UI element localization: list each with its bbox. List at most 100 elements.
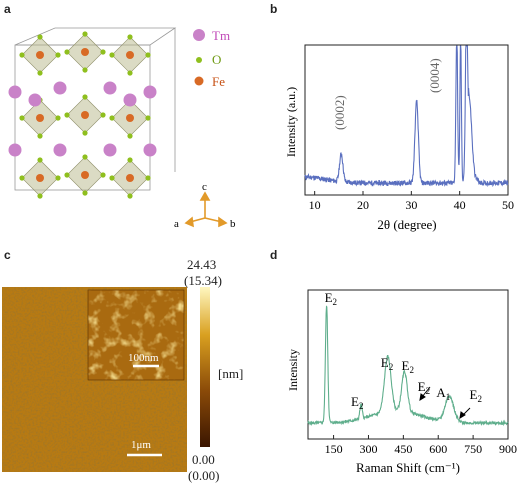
o-atom xyxy=(64,112,70,118)
xrd-tick-label: 30 xyxy=(405,198,417,212)
o-atom xyxy=(37,133,43,139)
o-atom xyxy=(37,157,43,163)
raman-tick-label: 150 xyxy=(325,442,343,456)
o-atom xyxy=(109,175,115,181)
panel-a-letter: a xyxy=(4,2,11,16)
colorbar xyxy=(200,287,210,447)
xrd-chart: 10 20 30 40 50 (0002) (0004) Intensity (a.u.… xyxy=(284,44,514,232)
o-atom xyxy=(82,154,88,160)
tm-atom xyxy=(8,85,22,99)
o-atom xyxy=(55,52,61,58)
raman-tick-label: 300 xyxy=(359,442,377,456)
o-atom xyxy=(145,175,151,181)
o-atom xyxy=(100,49,106,55)
raman-peak-label: E2 xyxy=(469,387,481,404)
fe-atom xyxy=(36,114,44,122)
colorbar-bottom-paren-label: (0.00) xyxy=(188,468,220,483)
colorbar-unit-label: [nm] xyxy=(218,366,244,381)
afm-main-scale-label: 1μm xyxy=(131,439,151,451)
colorbar-top-label: 24.43 xyxy=(187,257,217,272)
legend-tm-marker xyxy=(193,29,205,41)
o-atom xyxy=(55,175,61,181)
tm-atom xyxy=(123,93,137,107)
raman-xlabel: Raman Shift (cm⁻¹) xyxy=(356,460,460,475)
tm-atom xyxy=(143,143,157,157)
fe-atom xyxy=(126,114,134,122)
o-atom xyxy=(82,94,88,100)
tm-atom xyxy=(28,93,42,107)
legend-fe-marker xyxy=(194,76,204,86)
o-atom xyxy=(127,193,133,199)
o-atom xyxy=(82,130,88,136)
fe-atom xyxy=(126,174,134,182)
tm-atom xyxy=(103,143,117,157)
raman-arrows xyxy=(419,386,471,419)
axis-b-label: b xyxy=(230,218,236,230)
raman-peak-label: A1 xyxy=(436,385,450,402)
colorbar-bottom-label: 0.00 xyxy=(192,452,215,467)
xrd-annotation-0002: (0002) xyxy=(332,95,347,130)
o-atom xyxy=(82,67,88,73)
raman-peak-label: E2 xyxy=(351,394,363,411)
panel-d-letter: d xyxy=(270,248,278,262)
fe-atom xyxy=(81,171,89,179)
raman-peak-label: E2 xyxy=(381,355,393,372)
o-atom xyxy=(82,31,88,37)
o-atom xyxy=(37,34,43,40)
o-atom xyxy=(127,133,133,139)
crystal-structure: Tm O Fe c a b xyxy=(8,27,236,230)
raman-tick-label: 750 xyxy=(464,442,482,456)
legend-tm-label: Tm xyxy=(212,28,230,43)
xrd-ylabel: Intensity (a.u.) xyxy=(284,87,298,157)
o-atom xyxy=(19,52,25,58)
xrd-tick-label: 20 xyxy=(357,198,369,212)
raman-tick-label: 900 xyxy=(499,442,517,456)
o-atom xyxy=(100,112,106,118)
legend-fe-label: Fe xyxy=(212,74,225,89)
legend-o-label: O xyxy=(212,52,221,67)
xrd-tick-label: 40 xyxy=(454,198,466,212)
tm-atom xyxy=(53,81,67,95)
raman-ylabel: Intensity xyxy=(286,349,300,391)
o-atom xyxy=(82,190,88,196)
tm-atom xyxy=(103,81,117,95)
xrd-xlabel: 2θ (degree) xyxy=(377,217,436,232)
raman-tick-label: 600 xyxy=(429,442,447,456)
o-atom xyxy=(19,175,25,181)
afm-image: 100nm 1μm xyxy=(2,287,210,472)
fe-atom xyxy=(81,111,89,119)
o-atom xyxy=(100,172,106,178)
tm-atom xyxy=(8,143,22,157)
fe-atom xyxy=(126,51,134,59)
o-atom xyxy=(109,52,115,58)
o-atom xyxy=(55,115,61,121)
o-atom xyxy=(19,115,25,121)
xrd-plot-frame xyxy=(304,44,509,196)
raman-x-ticks: 150 300 450 600 750 900 xyxy=(325,435,517,456)
raman-peak-label: E2 xyxy=(325,290,337,307)
crystal-axes-icon xyxy=(184,191,228,228)
fe-atom xyxy=(36,174,44,182)
axis-c-label: c xyxy=(202,181,207,193)
colorbar-top-paren-label: (15.34) xyxy=(184,273,222,288)
o-atom xyxy=(145,52,151,58)
xrd-series-line xyxy=(304,45,509,188)
xrd-x-ticks: 10 20 30 40 50 xyxy=(309,191,514,212)
raman-plot-frame xyxy=(307,289,509,440)
legend-o-marker xyxy=(196,57,202,63)
fe-atom xyxy=(36,51,44,59)
afm-inset-scale-label: 100nm xyxy=(128,352,159,364)
tm-atom xyxy=(143,85,157,99)
o-atom xyxy=(37,70,43,76)
o-atom xyxy=(127,157,133,163)
raman-tick-label: 450 xyxy=(394,442,412,456)
o-atom xyxy=(109,115,115,121)
crystal-lattice xyxy=(8,27,177,199)
panel-b-letter: b xyxy=(270,2,278,16)
tm-atom xyxy=(53,143,67,157)
o-atom xyxy=(127,70,133,76)
xrd-tick-label: 50 xyxy=(502,198,514,212)
o-atom xyxy=(127,34,133,40)
